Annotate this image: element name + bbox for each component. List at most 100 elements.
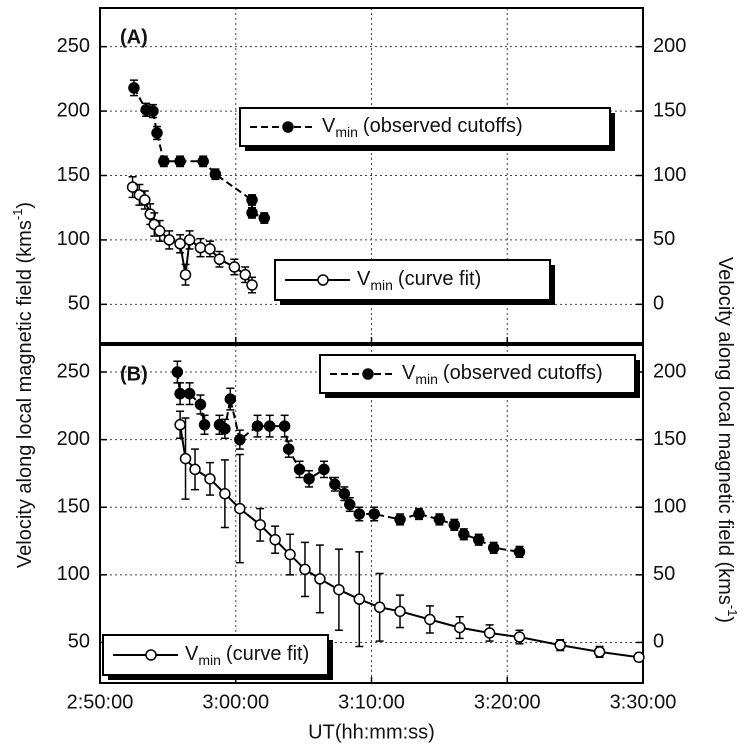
- marker: [224, 393, 237, 405]
- y-label-sup: -1: [10, 209, 25, 221]
- legend-symbol: V: [357, 268, 371, 290]
- y2-tick-label: 150: [653, 428, 686, 450]
- legend-marker: [282, 121, 294, 133]
- y-tick-label: 50: [68, 631, 90, 653]
- marker: [234, 433, 246, 446]
- marker: [472, 533, 485, 546]
- marker: [144, 208, 156, 220]
- legend-subscript: min: [198, 652, 221, 668]
- marker: [513, 546, 526, 558]
- y2-axis-label: Velocity along local magnetic field (kms…: [714, 257, 740, 623]
- y-tick-label: 250: [57, 35, 90, 57]
- marker: [158, 155, 170, 168]
- x-tick-label: 3:30:00: [610, 691, 677, 713]
- y2-tick-label: 200: [653, 35, 686, 57]
- y-tick-label: 200: [57, 99, 90, 121]
- y2-tick-label: 50: [653, 228, 675, 250]
- y-tick-label: 250: [57, 360, 90, 382]
- legend-text: (observed cutoffs): [443, 362, 603, 384]
- marker: [487, 542, 500, 554]
- legend-box: [239, 107, 611, 147]
- x-tick-label: 3:20:00: [474, 691, 541, 713]
- y-tick-label: 150: [57, 496, 90, 518]
- marker: [197, 155, 209, 168]
- legend-label: Vmin (curve fit): [185, 643, 309, 667]
- series-line: [131, 186, 253, 286]
- x-tick-label: 2:50:00: [67, 691, 134, 713]
- x-tick-label: 3:00:00: [202, 691, 269, 713]
- legend-text: (observed cutoffs): [363, 115, 523, 137]
- marker: [424, 613, 436, 626]
- legend-symbol: V: [322, 115, 336, 137]
- legend-subscript: min: [335, 124, 358, 140]
- y2-tick-label: 0: [653, 293, 664, 315]
- y2-tick-label: 0: [653, 631, 664, 653]
- marker: [448, 519, 461, 531]
- marker: [284, 548, 296, 561]
- marker: [209, 168, 222, 180]
- marker: [338, 487, 351, 500]
- marker: [353, 593, 366, 605]
- marker: [183, 234, 196, 246]
- marker: [394, 513, 406, 526]
- marker: [139, 194, 151, 206]
- legend-symbol: V: [185, 643, 199, 665]
- y2-tick-label: 100: [653, 496, 686, 518]
- marker: [483, 627, 496, 639]
- marker: [413, 508, 425, 520]
- marker: [282, 443, 295, 455]
- legend-label: Vmin (observed cutoffs): [322, 115, 523, 139]
- y-label-main: Velocity along local magnetic field (kms: [14, 220, 36, 568]
- marker: [333, 583, 345, 596]
- y-label-end: ): [14, 202, 36, 209]
- marker: [394, 605, 406, 618]
- y-tick-label: 50: [68, 293, 90, 315]
- marker: [513, 631, 526, 643]
- marker: [174, 387, 186, 400]
- legend-subscript: min: [415, 371, 438, 387]
- y-axis-label: Velocity along local magnetic field (kms…: [10, 202, 36, 568]
- y-tick-label: 150: [57, 164, 90, 186]
- y-tick-label: 100: [57, 228, 90, 250]
- marker: [554, 639, 566, 651]
- legend-label: Vmin (curve fit): [357, 268, 481, 292]
- marker: [179, 268, 192, 281]
- marker: [314, 573, 326, 585]
- marker: [234, 502, 246, 515]
- legend-text: (curve fit): [398, 268, 481, 290]
- marker: [329, 478, 341, 491]
- legend-text: (curve fit): [226, 643, 309, 665]
- marker: [246, 207, 258, 219]
- x-axis-label: UT(hh:mm:ss): [308, 721, 435, 743]
- marker: [204, 243, 216, 255]
- marker: [171, 366, 184, 378]
- marker: [128, 82, 140, 94]
- marker: [593, 646, 606, 658]
- y-tick-label: 200: [57, 428, 90, 450]
- panel-label: (A): [120, 26, 148, 48]
- marker: [299, 563, 311, 576]
- marker: [198, 419, 211, 431]
- marker: [368, 508, 380, 520]
- plot-frame: [99, 344, 644, 684]
- marker: [163, 234, 175, 246]
- legend-subscript: min: [370, 277, 393, 293]
- marker: [278, 420, 291, 432]
- marker: [179, 452, 192, 465]
- legend-marker: [317, 274, 329, 286]
- y2-label-main: Velocity along local magnetic field (kms: [714, 257, 736, 605]
- marker: [219, 423, 231, 435]
- marker: [204, 473, 216, 485]
- y2-tick-label: 100: [653, 164, 686, 186]
- legend-box: [319, 354, 636, 394]
- marker: [433, 513, 446, 526]
- marker: [353, 508, 366, 520]
- marker: [303, 473, 315, 485]
- legend-label: Vmin (observed cutoffs): [402, 362, 603, 386]
- marker: [254, 519, 266, 531]
- legend-marker: [362, 368, 374, 380]
- y2-tick-label: 150: [653, 99, 686, 121]
- marker: [633, 651, 645, 664]
- marker: [151, 127, 163, 139]
